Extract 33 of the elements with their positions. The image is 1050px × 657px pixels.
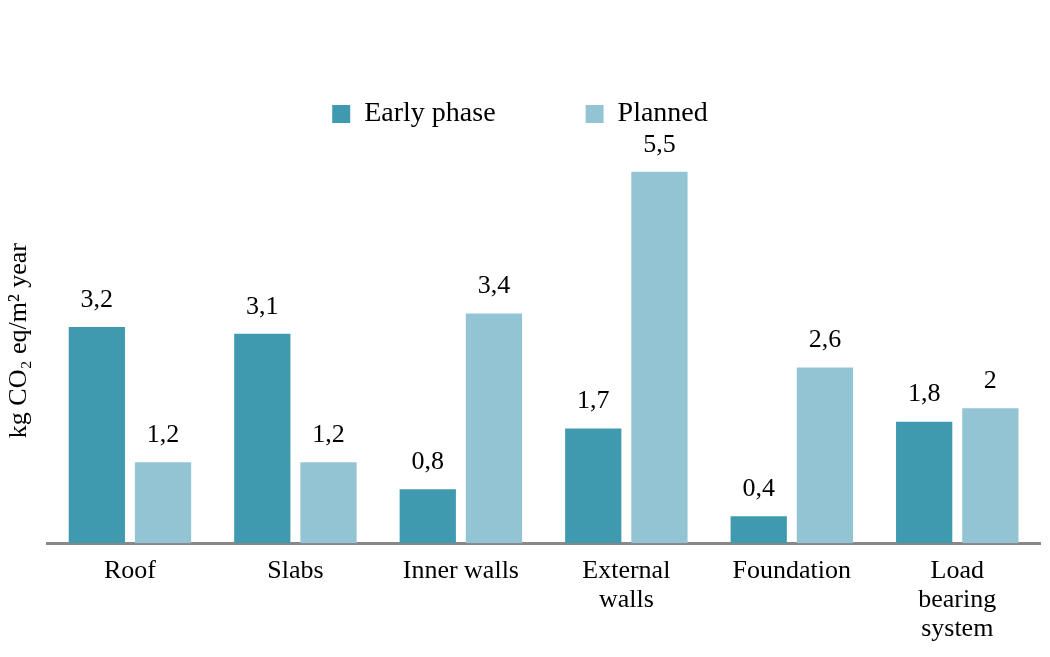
data-label: 1,7 (576, 385, 610, 415)
x-tick-label: Roof (103, 555, 157, 585)
data-label: 3,4 (477, 270, 511, 300)
bar (631, 171, 688, 544)
data-label: 2 (983, 364, 997, 394)
data-label: 5,5 (643, 128, 676, 158)
bar (134, 462, 192, 544)
x-tick-label: Load bearing system (918, 555, 997, 642)
data-label: 1,2 (146, 418, 180, 448)
bar (465, 313, 523, 544)
data-label: 1,2 (312, 418, 345, 448)
x-tick-label: Inner walls (402, 555, 519, 585)
bar (565, 428, 622, 544)
data-label: 1,8 (907, 378, 941, 408)
bar (234, 333, 291, 544)
data-label: 2,6 (808, 324, 842, 354)
data-label: 3,1 (246, 290, 279, 320)
bar (896, 421, 953, 544)
bar (962, 408, 1019, 544)
bar (399, 489, 456, 544)
bar (796, 367, 854, 544)
x-tick-label: Slabs (267, 555, 324, 585)
data-label: 0,8 (411, 446, 445, 475)
data-label: 3,2 (80, 283, 114, 313)
bar (300, 462, 357, 544)
data-label: 0,4 (742, 473, 775, 503)
bar (68, 327, 125, 544)
bar (730, 516, 787, 544)
x-tick-label: Foundation (732, 555, 852, 585)
x-tick-label: External walls (582, 555, 671, 613)
y-axis-title: kg CO₂ eq/m² year (3, 242, 33, 439)
legend-label: Planned (617, 96, 708, 128)
legend-label: Early phase (364, 96, 496, 128)
